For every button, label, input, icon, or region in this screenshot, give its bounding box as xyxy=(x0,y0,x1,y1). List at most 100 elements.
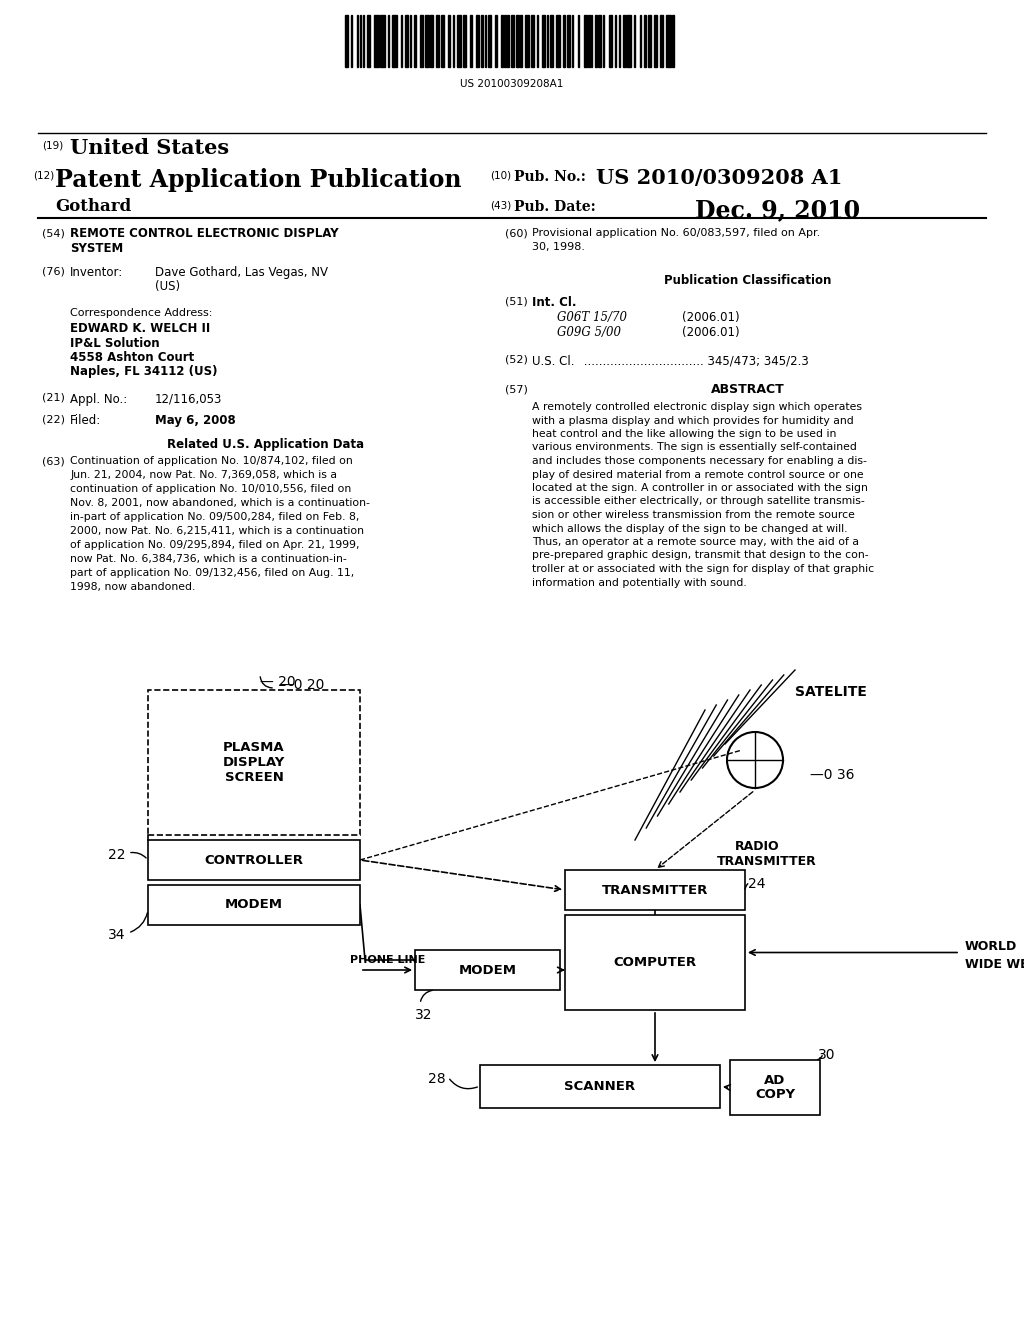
Text: (19): (19) xyxy=(42,140,63,150)
Bar xyxy=(425,15,429,67)
Text: now Pat. No. 6,384,736, which is a continuation-in-: now Pat. No. 6,384,736, which is a conti… xyxy=(70,554,347,564)
Text: MODEM: MODEM xyxy=(225,899,283,912)
Bar xyxy=(401,15,402,67)
Text: A remotely controlled electronic display sign which operates: A remotely controlled electronic display… xyxy=(532,403,862,412)
Bar xyxy=(420,15,423,67)
Bar xyxy=(598,15,601,67)
Text: 28: 28 xyxy=(428,1072,445,1086)
Bar xyxy=(345,15,348,67)
Bar xyxy=(380,15,385,67)
Text: 32: 32 xyxy=(415,1008,432,1022)
Text: Jun. 21, 2004, now Pat. No. 7,369,058, which is a: Jun. 21, 2004, now Pat. No. 7,369,058, w… xyxy=(70,470,337,480)
Text: is accessible either electrically, or through satellite transmis-: is accessible either electrically, or th… xyxy=(532,496,864,507)
Text: — 20: — 20 xyxy=(260,675,296,689)
Text: 1998, now abandoned.: 1998, now abandoned. xyxy=(70,582,196,591)
Bar xyxy=(640,15,641,67)
Bar xyxy=(563,15,564,67)
Text: EDWARD K. WELCH II: EDWARD K. WELCH II xyxy=(70,322,210,335)
Text: located at the sign. A controller in or associated with the sign: located at the sign. A controller in or … xyxy=(532,483,868,492)
Text: Filed:: Filed: xyxy=(70,414,101,426)
Text: Pub. No.:: Pub. No.: xyxy=(514,170,586,183)
Text: (60): (60) xyxy=(505,228,527,238)
Text: 30, 1998.: 30, 1998. xyxy=(532,242,585,252)
Text: Inventor:: Inventor: xyxy=(70,267,123,279)
Bar xyxy=(148,884,360,925)
Text: part of application No. 09/132,456, filed on Aug. 11,: part of application No. 09/132,456, file… xyxy=(70,568,354,578)
Text: various environments. The sign is essentially self-contained: various environments. The sign is essent… xyxy=(532,442,857,453)
Bar xyxy=(672,15,674,67)
Bar xyxy=(415,15,416,67)
Text: (12): (12) xyxy=(33,170,54,180)
Bar xyxy=(648,15,651,67)
Text: Continuation of application No. 10/874,102, filed on: Continuation of application No. 10/874,1… xyxy=(70,455,352,466)
Text: Patent Application Publication: Patent Application Publication xyxy=(55,168,462,191)
Bar xyxy=(148,840,360,880)
Text: play of desired material from a remote control source or one: play of desired material from a remote c… xyxy=(532,470,863,479)
Text: United States: United States xyxy=(70,139,229,158)
Bar xyxy=(565,915,745,1010)
Text: Thus, an operator at a remote source may, with the aid of a: Thus, an operator at a remote source may… xyxy=(532,537,859,546)
Bar xyxy=(627,15,631,67)
Text: 4558 Ashton Court: 4558 Ashton Court xyxy=(70,351,195,364)
Bar xyxy=(496,15,497,67)
Bar xyxy=(463,15,466,67)
Text: PHONE LINE: PHONE LINE xyxy=(350,954,425,965)
Bar xyxy=(440,15,443,67)
Bar xyxy=(537,15,538,67)
Text: SYSTEM: SYSTEM xyxy=(70,242,123,255)
Bar xyxy=(392,15,396,67)
Bar xyxy=(449,15,450,67)
Text: (2006.01): (2006.01) xyxy=(682,326,739,339)
Text: SATELITE: SATELITE xyxy=(795,685,867,700)
Text: in-part of application No. 09/500,284, filed on Feb. 8,: in-part of application No. 09/500,284, f… xyxy=(70,512,359,521)
Bar xyxy=(362,15,365,67)
Text: MODEM: MODEM xyxy=(459,964,516,977)
Bar xyxy=(516,15,519,67)
Text: with a plasma display and which provides for humidity and: with a plasma display and which provides… xyxy=(532,416,854,425)
Text: pre-prepared graphic design, transmit that design to the con-: pre-prepared graphic design, transmit th… xyxy=(532,550,868,561)
Bar xyxy=(480,15,483,67)
Text: Provisional application No. 60/083,597, filed on Apr.: Provisional application No. 60/083,597, … xyxy=(532,228,820,238)
Text: troller at or associated with the sign for display of that graphic: troller at or associated with the sign f… xyxy=(532,564,874,574)
Bar xyxy=(620,15,621,67)
Bar xyxy=(571,15,573,67)
Text: 30: 30 xyxy=(818,1048,836,1063)
Bar xyxy=(584,15,587,67)
Text: (52): (52) xyxy=(505,355,528,366)
Text: 2000, now Pat. No. 6,215,411, which is a continuation: 2000, now Pat. No. 6,215,411, which is a… xyxy=(70,525,364,536)
Bar xyxy=(487,15,490,67)
Bar xyxy=(430,15,433,67)
Bar xyxy=(654,15,657,67)
Text: 22: 22 xyxy=(108,847,126,862)
Bar xyxy=(524,15,529,67)
Bar xyxy=(520,15,522,67)
Text: continuation of application No. 10/010,556, filed on: continuation of application No. 10/010,5… xyxy=(70,484,351,494)
Text: (76): (76) xyxy=(42,267,65,276)
Bar xyxy=(565,870,745,909)
Text: COMPUTER: COMPUTER xyxy=(613,956,696,969)
Text: RADIO: RADIO xyxy=(735,840,779,853)
Text: (54): (54) xyxy=(42,228,65,238)
Text: US 20100309208A1: US 20100309208A1 xyxy=(461,79,563,88)
Bar xyxy=(457,15,462,67)
Bar xyxy=(550,15,553,67)
Text: AD
COPY: AD COPY xyxy=(755,1073,795,1101)
Text: May 6, 2008: May 6, 2008 xyxy=(155,414,236,426)
Bar xyxy=(507,15,509,67)
Bar xyxy=(595,15,597,67)
Bar xyxy=(470,15,472,67)
Bar xyxy=(614,15,616,67)
Bar xyxy=(543,15,546,67)
Text: CONTROLLER: CONTROLLER xyxy=(205,854,303,866)
Text: (22): (22) xyxy=(42,414,65,424)
Bar xyxy=(367,15,370,67)
Bar xyxy=(556,15,560,67)
Bar xyxy=(453,15,454,67)
Bar xyxy=(588,15,590,67)
Text: 24: 24 xyxy=(748,876,766,891)
Text: US 2010/0309208 A1: US 2010/0309208 A1 xyxy=(596,168,843,187)
Text: —0 36: —0 36 xyxy=(810,768,854,781)
Text: TRANSMITTER: TRANSMITTER xyxy=(602,883,709,896)
Text: 34: 34 xyxy=(108,928,126,942)
Text: information and potentially with sound.: information and potentially with sound. xyxy=(532,578,746,587)
